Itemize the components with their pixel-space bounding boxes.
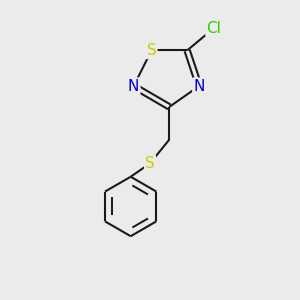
Text: S: S — [145, 156, 155, 171]
Text: N: N — [194, 79, 205, 94]
Text: Cl: Cl — [206, 21, 221, 36]
Text: N: N — [128, 79, 139, 94]
Text: S: S — [147, 43, 156, 58]
